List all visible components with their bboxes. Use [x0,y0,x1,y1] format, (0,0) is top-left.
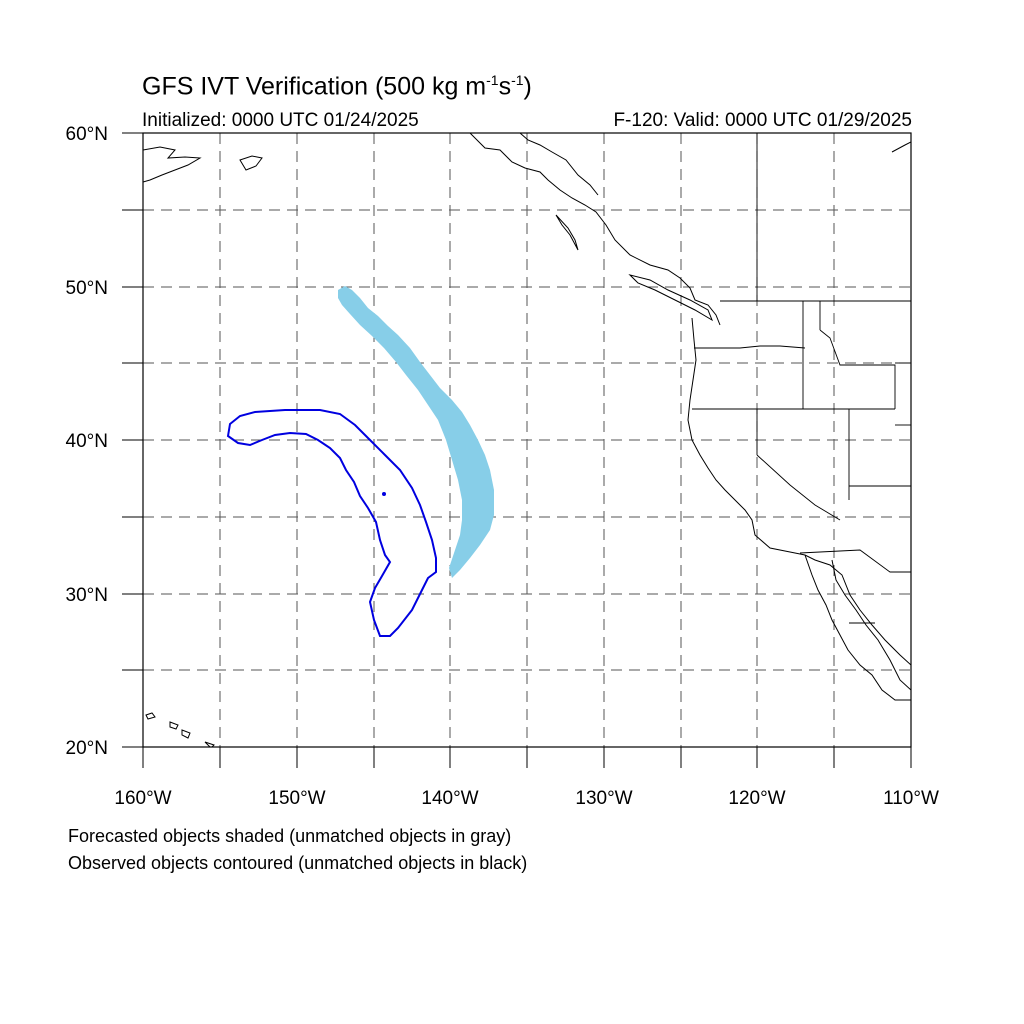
observed-point [382,492,386,496]
lon-label: 140°W [421,788,478,809]
lat-label: 50°N [66,278,108,299]
lat-labels: 60°N 50°N 40°N 30°N 20°N [66,124,108,759]
coastlines [143,133,911,747]
valid-time: F-120: Valid: 0000 UTC 01/29/2025 [613,110,912,131]
graticule [143,133,911,747]
lon-label: 150°W [268,788,325,809]
lon-label: 110°W [883,788,939,809]
axis-ticks [122,132,912,768]
forecast-ivt-object [338,286,494,578]
observed-ivt-object [226,409,437,637]
lat-label: 20°N [66,738,108,759]
lat-label: 60°N [66,124,108,145]
observed-legend-note: Observed objects contoured (unmatched ob… [68,853,528,873]
map-title: GFS IVT Verification (500 kg m-1s-1) [142,72,532,101]
initialized-time: Initialized: 0000 UTC 01/24/2025 [142,110,419,131]
lon-label: 120°W [728,788,785,809]
lat-label: 30°N [66,585,108,606]
political-borders [692,133,911,624]
lon-labels: 160°W 150°W 140°W 130°W 120°W 110°W [114,788,939,809]
lat-label: 40°N [66,431,108,452]
lon-label: 130°W [575,788,632,809]
lon-label: 160°W [114,788,171,809]
forecast-legend-note: Forecasted objects shaded (unmatched obj… [68,826,512,846]
